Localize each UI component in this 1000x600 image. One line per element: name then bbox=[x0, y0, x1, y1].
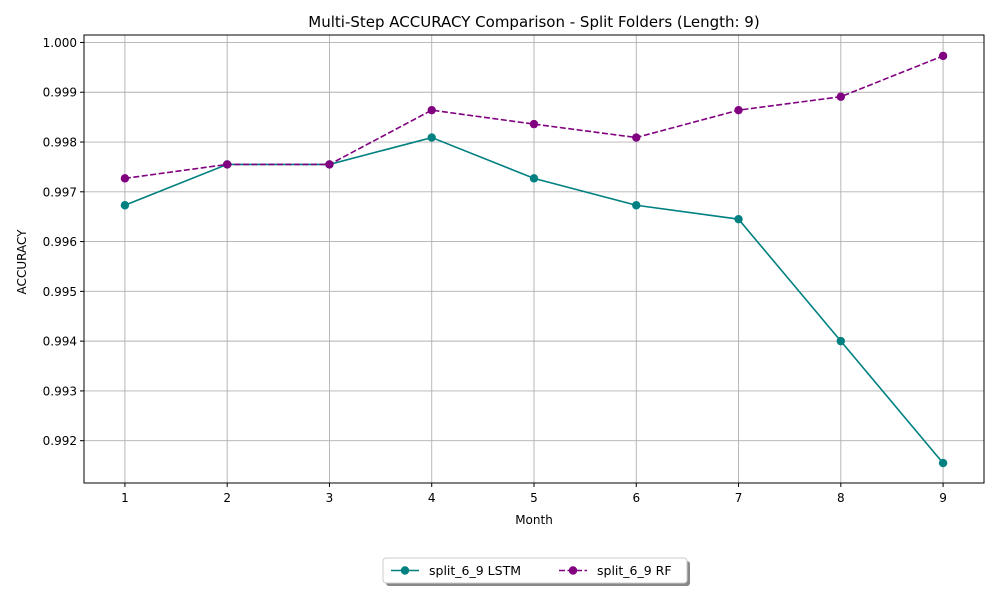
y-tick-label: 0.995 bbox=[43, 285, 77, 299]
y-tick-label: 0.998 bbox=[43, 136, 77, 150]
data-point bbox=[836, 336, 846, 346]
y-tick-label: 1.000 bbox=[43, 36, 77, 50]
data-point bbox=[938, 51, 948, 61]
grid bbox=[84, 35, 984, 483]
x-tick-label: 1 bbox=[121, 491, 129, 505]
y-tick-label: 0.997 bbox=[43, 185, 77, 199]
chart-title: Multi-Step ACCURACY Comparison - Split F… bbox=[308, 13, 759, 31]
data-point bbox=[836, 92, 846, 101]
data-point bbox=[325, 160, 334, 169]
data-point bbox=[734, 214, 743, 224]
data-point bbox=[632, 133, 641, 142]
y-axis-title: ACCURACY bbox=[15, 229, 29, 295]
legend-item[interactable]: split_6_9 LSTM bbox=[391, 563, 521, 578]
x-tick-label: 9 bbox=[939, 491, 947, 505]
legend-marker bbox=[568, 566, 578, 575]
x-tick-label: 2 bbox=[223, 491, 231, 505]
series-2 bbox=[120, 51, 948, 183]
data-point bbox=[427, 105, 436, 115]
data-point bbox=[529, 174, 539, 183]
data-point bbox=[427, 133, 436, 142]
x-tick-label: 3 bbox=[326, 491, 334, 505]
data-point bbox=[222, 160, 232, 169]
legend-label: split_6_9 RF bbox=[597, 563, 672, 578]
y-tick-label: 0.993 bbox=[43, 384, 77, 398]
legend-item[interactable]: split_6_9 RF bbox=[559, 563, 672, 578]
data-point bbox=[734, 105, 743, 115]
data-point bbox=[938, 458, 948, 468]
x-tick-label: 5 bbox=[530, 491, 538, 505]
data-point bbox=[120, 201, 130, 210]
y-tick-label: 0.999 bbox=[43, 86, 77, 100]
y-tick-label: 0.996 bbox=[43, 235, 77, 249]
legend[interactable]: split_6_9 LSTM split_6_9 RF bbox=[382, 557, 690, 586]
data-point bbox=[120, 174, 130, 183]
x-tick-label: 6 bbox=[632, 491, 640, 505]
series-layer bbox=[120, 51, 948, 468]
y-tick-label: 0.992 bbox=[43, 434, 77, 448]
x-axis-title: Month bbox=[515, 513, 553, 527]
x-tick-label: 7 bbox=[735, 491, 743, 505]
series-line bbox=[124, 55, 944, 180]
legend-marker bbox=[400, 566, 410, 575]
y-tick-label: 0.994 bbox=[43, 335, 77, 349]
legend-label: split_6_9 LSTM bbox=[429, 563, 521, 578]
axes: 1 2 3 4 5 6 7 8 9 0.992 0.993 0.994 0.995 0.996 0.997 0… bbox=[43, 36, 947, 505]
data-point bbox=[529, 119, 539, 129]
data-point bbox=[632, 201, 641, 210]
x-tick-label: 4 bbox=[428, 491, 436, 505]
x-tick-label: 8 bbox=[837, 491, 845, 505]
legend-box bbox=[382, 557, 688, 584]
